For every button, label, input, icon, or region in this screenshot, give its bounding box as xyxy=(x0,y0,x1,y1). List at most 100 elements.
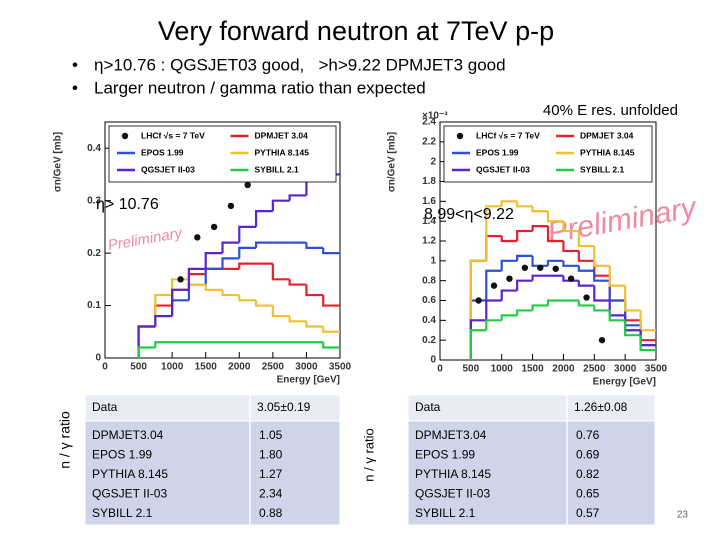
y-tick-label: 2 xyxy=(430,156,436,167)
histogram-step xyxy=(305,321,324,328)
histogram-step xyxy=(500,200,518,207)
data-point xyxy=(227,202,235,210)
table-value: 1.80 xyxy=(259,448,283,462)
histogram-step xyxy=(238,262,257,269)
data-point xyxy=(598,336,606,344)
data-point xyxy=(177,276,184,283)
table-value: 0.82 xyxy=(576,467,600,481)
histogram-step xyxy=(593,285,610,302)
note: 40% E res. unfolded xyxy=(543,102,678,119)
histogram-step xyxy=(531,255,548,267)
bullet: η>10.76 : QGSJET03 good, >h>9.22 DPMJET3… xyxy=(94,55,506,74)
histogram-step xyxy=(469,329,487,360)
histogram-step xyxy=(187,267,206,290)
histogram-step xyxy=(288,194,307,201)
histogram-step xyxy=(271,305,290,318)
histogram-step xyxy=(516,229,533,241)
histogram-step xyxy=(624,285,641,312)
table-value: 1.05 xyxy=(259,428,283,442)
x-tick-label: 1500 xyxy=(521,364,544,375)
histogram-step xyxy=(531,225,548,232)
histogram-step xyxy=(577,300,595,307)
table-value: 0.76 xyxy=(576,428,600,442)
legend-marker xyxy=(121,132,129,140)
y-tick-label: 0.3 xyxy=(87,195,101,206)
data-point xyxy=(521,264,529,271)
histogram-step xyxy=(221,257,240,269)
histogram-step xyxy=(254,300,273,307)
data-point xyxy=(210,223,218,231)
table-value: 0.65 xyxy=(576,487,600,501)
table-model: DPMJET3.04 xyxy=(92,428,164,442)
table-value: 0.69 xyxy=(576,448,600,462)
x-tick-label: 1500 xyxy=(195,362,218,373)
bullet-mark: • xyxy=(72,78,78,97)
legend-label: EPOS 1.99 xyxy=(141,147,184,157)
table-model: PYTHIA 8.145 xyxy=(415,467,491,481)
histogram-step xyxy=(531,274,548,281)
annotation: η> 10.76 xyxy=(96,196,159,213)
histogram-step xyxy=(204,284,223,291)
x-tick-label: 3000 xyxy=(614,364,637,375)
legend-label: LHCf √s = 7 TeV xyxy=(141,130,205,140)
y-tick-label: 0 xyxy=(95,353,101,364)
x-tick-label: 2000 xyxy=(228,362,251,373)
x-axis-label: Energy [GeV] xyxy=(593,377,656,388)
table-value: 0.57 xyxy=(576,506,600,520)
x-tick-label: 1000 xyxy=(491,364,514,375)
table-model: PYTHIA 8.145 xyxy=(92,467,168,481)
histogram-step xyxy=(254,210,273,227)
y-tick-label: 0.2 xyxy=(422,335,436,346)
bullet-mark: • xyxy=(72,55,78,74)
table-model: EPOS 1.99 xyxy=(92,448,152,462)
histogram-step xyxy=(516,201,533,208)
table-header-row xyxy=(407,394,656,422)
side-label: n / γ ratio xyxy=(361,428,376,481)
table-model: QGSJET II-03 xyxy=(415,487,490,501)
table-body-row xyxy=(407,420,656,526)
table-model: SYBILL 2.1 xyxy=(415,506,476,520)
histogram-step xyxy=(577,265,595,272)
legend-label: PYTHIA 8.145 xyxy=(580,147,635,157)
histogram-step xyxy=(154,341,173,348)
table-model: QGSJET II-03 xyxy=(92,487,167,501)
side-label: n / γ ratio xyxy=(57,411,73,469)
histogram-step xyxy=(546,226,564,243)
table-header: 1.26±0.08 xyxy=(574,400,628,414)
y-tick-label: 2.2 xyxy=(422,136,436,147)
histogram-step xyxy=(221,241,240,254)
x-tick-label: 3500 xyxy=(329,362,352,373)
histogram-step xyxy=(322,295,340,307)
histogram-step xyxy=(577,250,595,262)
data-point xyxy=(194,234,201,241)
histogram-step xyxy=(204,252,223,269)
histogram-step xyxy=(531,304,548,311)
y-tick-label: 1.2 xyxy=(422,236,436,247)
page-number: 23 xyxy=(677,510,689,521)
y-tick-label: 1.8 xyxy=(422,176,436,187)
y-tick-label: 2.4 xyxy=(422,117,436,128)
legend-label: QGSJET II-03 xyxy=(476,164,530,174)
y-tick-label: 0.2 xyxy=(87,248,101,259)
histogram-step xyxy=(639,335,656,352)
y-tick-label: 0.6 xyxy=(422,295,436,306)
histogram-step xyxy=(288,279,307,286)
legend-label: DPMJET 3.04 xyxy=(580,130,634,140)
x-tick-label: 3000 xyxy=(295,362,318,373)
histogram-step xyxy=(593,305,610,312)
x-tick-label: 2000 xyxy=(552,364,575,375)
x-axis-label: Energy [GeV] xyxy=(277,375,340,386)
legend-label: PYTHIA 8.145 xyxy=(255,147,310,157)
legend-label: LHCf √s = 7 TeV xyxy=(476,130,540,140)
data-point xyxy=(537,264,544,271)
histogram-step xyxy=(516,309,533,316)
histogram-step xyxy=(305,242,324,249)
histogram-step xyxy=(562,275,579,282)
histogram-step xyxy=(485,299,502,321)
histogram-step xyxy=(577,231,595,248)
histogram-step xyxy=(562,241,579,253)
histogram-step xyxy=(485,269,502,301)
legend-label: SYBILL 2.1 xyxy=(580,164,625,174)
x-tick-label: 500 xyxy=(130,362,147,373)
